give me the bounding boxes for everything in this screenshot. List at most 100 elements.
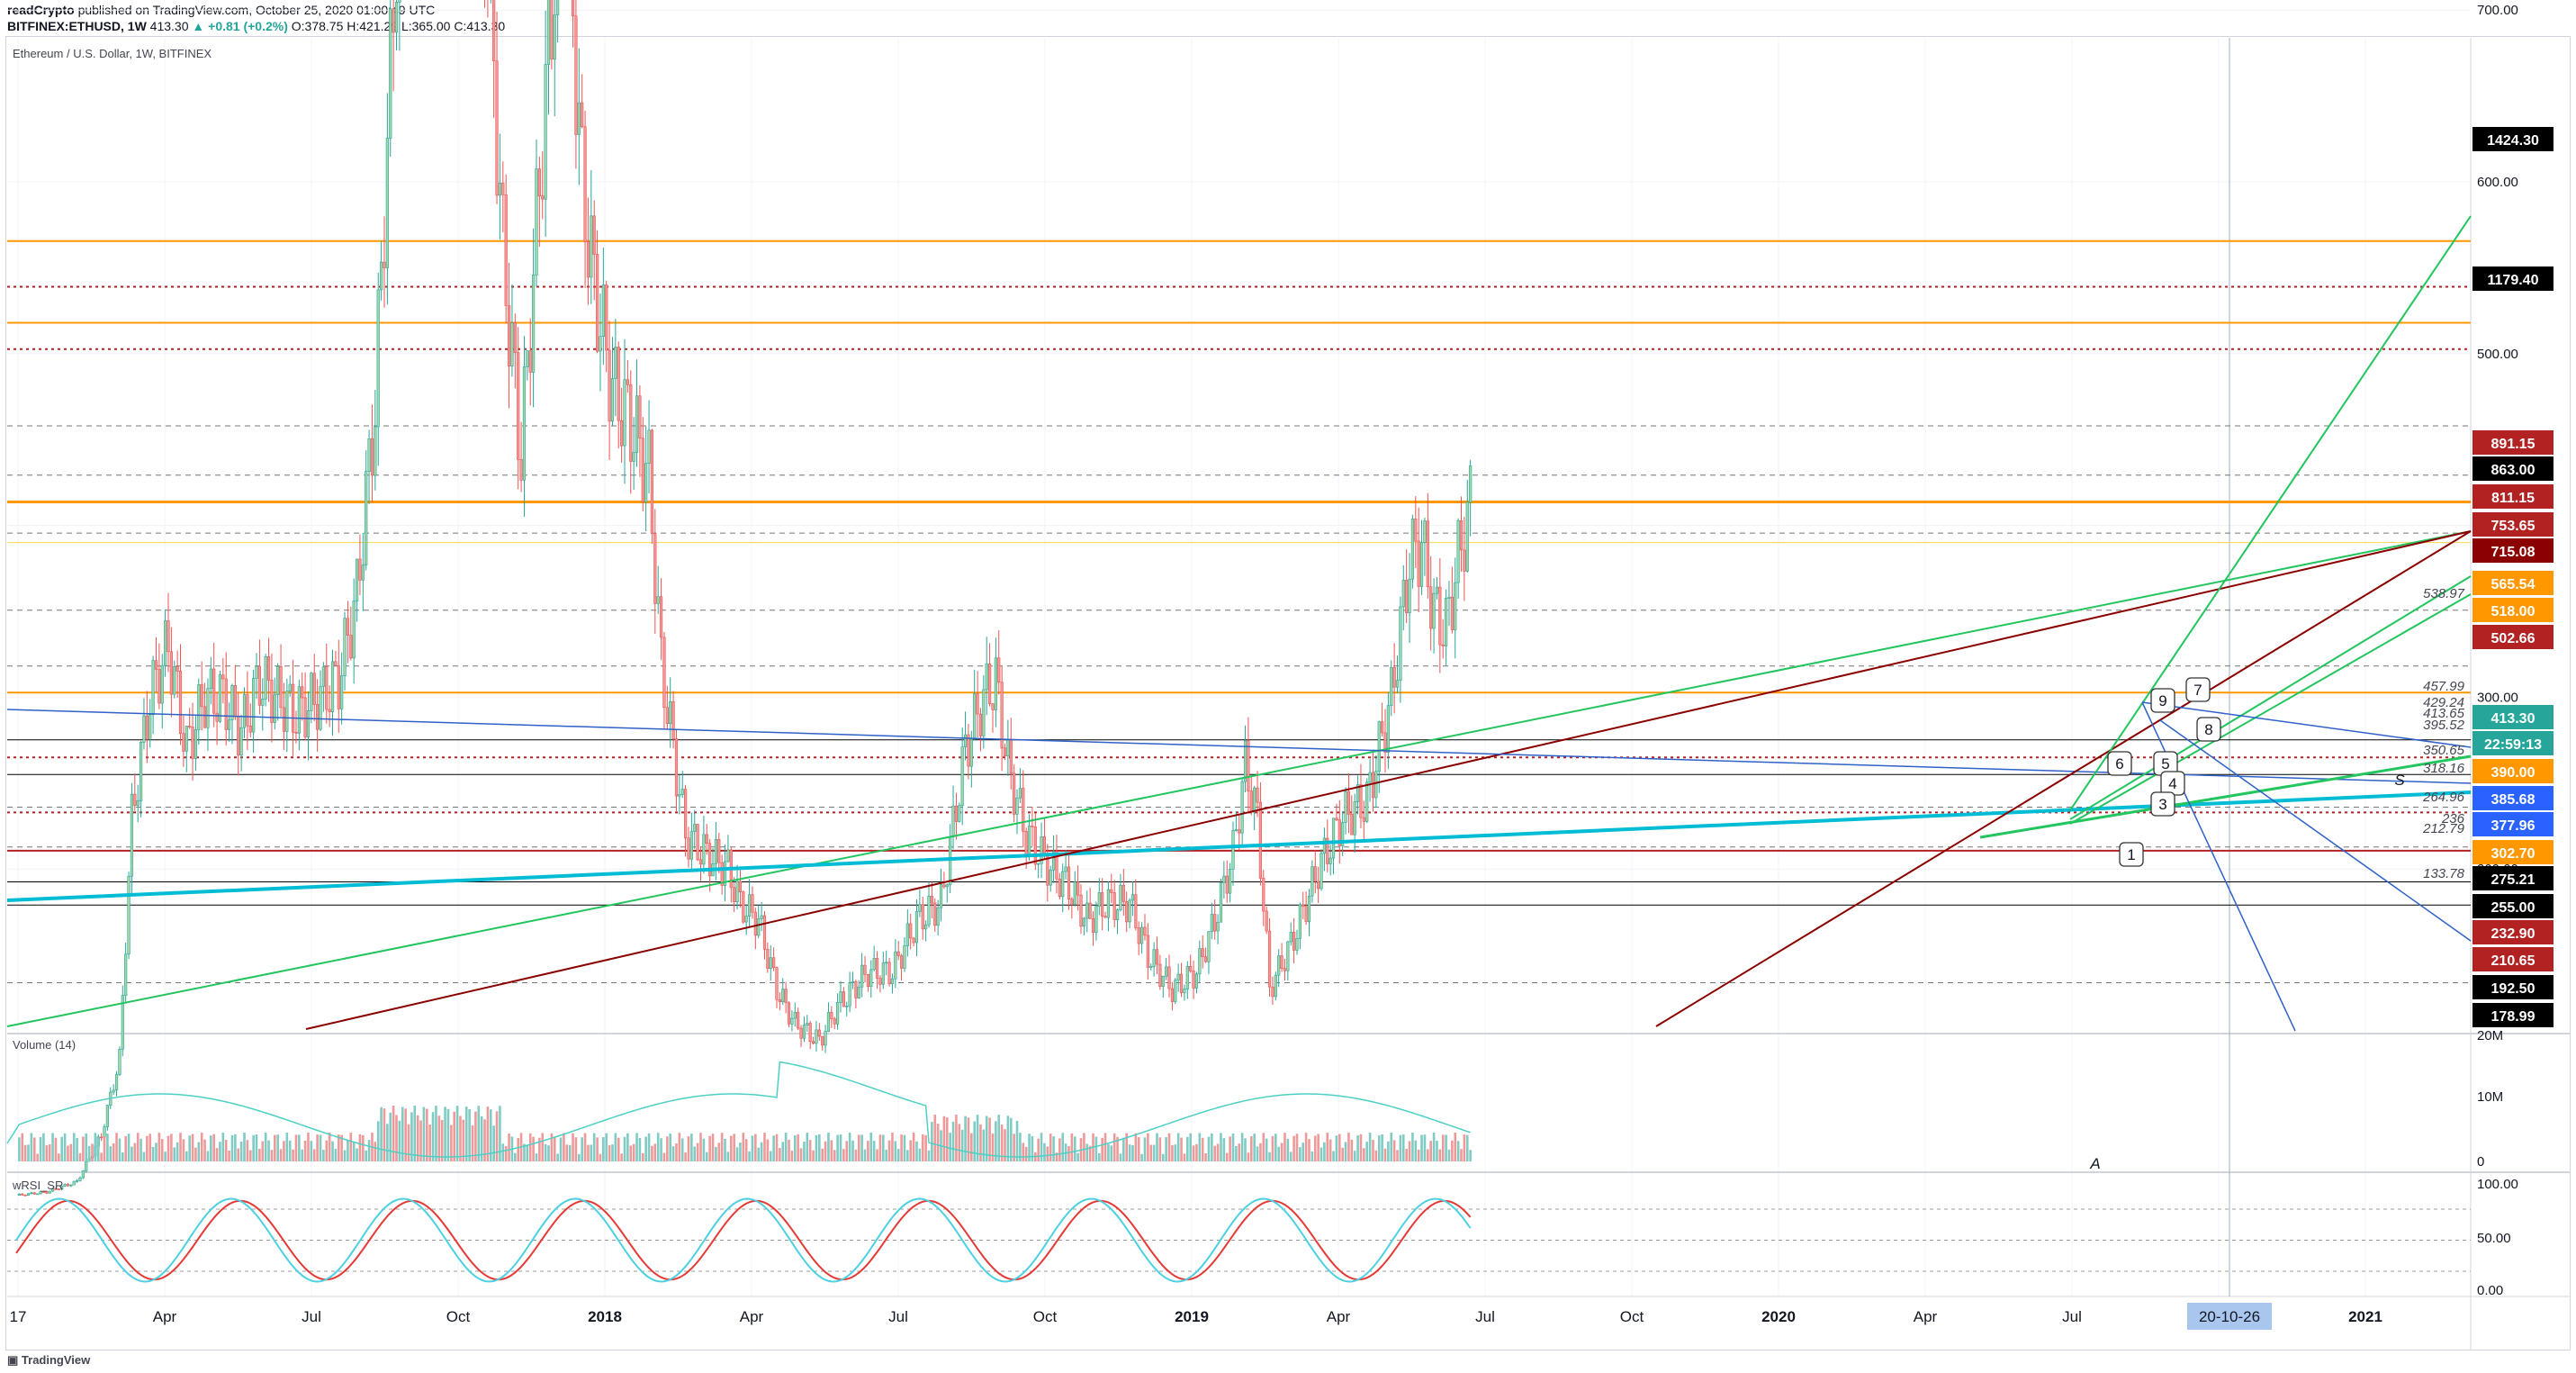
volume-bar: [124, 1136, 127, 1161]
candle-body: [985, 664, 988, 691]
wave-label: 4: [2168, 775, 2176, 792]
candle-body: [1262, 878, 1265, 912]
candle-body: [797, 1012, 800, 1029]
volume-bar: [788, 1139, 790, 1161]
candle-body: [842, 991, 845, 1007]
volume-bar: [757, 1147, 761, 1161]
volume-bar: [912, 1133, 915, 1161]
candle-body: [571, 0, 575, 17]
volume-bar: [1417, 1150, 1420, 1161]
candle-body: [522, 366, 527, 481]
volume-bar: [1156, 1133, 1158, 1161]
candle-body: [914, 911, 919, 944]
volume-bar: [18, 1137, 21, 1161]
volume-bar: [568, 1144, 572, 1161]
volume-bar: [854, 1149, 858, 1161]
volume-bar: [63, 1133, 67, 1161]
wave-label: 1: [2127, 846, 2135, 863]
volume-bar: [492, 1125, 495, 1161]
candle-body: [367, 438, 371, 472]
price-badge: [2472, 1003, 2553, 1027]
candle-body: [1381, 721, 1384, 734]
volume-bar: [1097, 1152, 1101, 1161]
volume-bar: [824, 1141, 827, 1161]
price-badge: [2472, 484, 2553, 509]
wave-label: 7: [2193, 682, 2202, 699]
candle-body: [790, 1017, 794, 1025]
price-badge-label: 232.90: [2491, 926, 2535, 942]
volume-bar: [288, 1140, 292, 1161]
volume-bar: [1408, 1141, 1411, 1161]
candle-body: [1203, 956, 1208, 962]
time-tick: Jul: [888, 1308, 908, 1325]
price-badge: [2472, 538, 2553, 563]
candle-body: [1320, 853, 1323, 890]
volume-bar: [72, 1133, 76, 1161]
tradingview-logo[interactable]: ▣ TradingView: [7, 1353, 90, 1368]
price-badge-label: 178.99: [2491, 1009, 2535, 1025]
candle-body: [1134, 894, 1138, 928]
time-axis[interactable]: 17 Apr Jul Oct 2018 Apr Jul Oct 2019 Apr Jul Oct 202…: [10, 1303, 2382, 1330]
candle-body: [1194, 973, 1199, 989]
price-badge-label: 1179.40: [2488, 273, 2539, 288]
wave-label: 5: [2161, 755, 2169, 772]
candle-body: [200, 684, 203, 708]
candle-body: [76, 1180, 79, 1182]
volume-bar: [1083, 1133, 1085, 1161]
volume-bar: [1073, 1136, 1076, 1161]
volume-bar: [1103, 1133, 1107, 1161]
volume-bar: [136, 1133, 140, 1161]
price-badge-label: 210.65: [2491, 953, 2535, 969]
candle-body: [714, 839, 717, 864]
candle-body: [1368, 772, 1372, 783]
volume-bar: [486, 1107, 490, 1161]
volume-bar: [717, 1143, 721, 1161]
candle-body: [1006, 739, 1010, 756]
candle-body: [1258, 801, 1263, 879]
candle-body: [863, 964, 867, 975]
price-badge-label: 863.00: [2491, 463, 2535, 478]
candle-body: [1082, 917, 1085, 927]
candle-body: [142, 715, 146, 743]
candle-body: [994, 657, 997, 710]
volume-bar: [1432, 1133, 1436, 1161]
volume-bar: [715, 1146, 717, 1161]
volume-bar: [599, 1153, 602, 1161]
volume-bar: [1076, 1152, 1079, 1161]
candle-body: [1280, 955, 1283, 970]
level-label: 133.78: [2423, 866, 2465, 881]
candle-body: [197, 684, 201, 730]
candle-body: [365, 471, 368, 565]
candle-body: [1307, 895, 1311, 922]
candle-body: [1000, 682, 1004, 749]
candle-body: [1076, 881, 1080, 896]
wave-badge: [2185, 677, 2211, 702]
candle-body: [958, 805, 961, 822]
candle-body: [905, 923, 909, 946]
candle-body: [1463, 549, 1466, 572]
volume-bar: [565, 1144, 569, 1161]
level-label: 429.24: [2423, 695, 2464, 710]
time-tick: 2020: [1761, 1308, 1796, 1325]
candle-body: [1350, 814, 1354, 836]
candle-body: [1079, 894, 1083, 927]
volume-bar: [1302, 1143, 1305, 1161]
volume-bar: [155, 1143, 158, 1161]
candle-body: [1298, 904, 1302, 939]
candle-body: [696, 824, 699, 861]
candle-body: [757, 918, 761, 936]
candle-body: [638, 395, 642, 439]
candle-body: [185, 726, 188, 752]
candle-body: [733, 887, 736, 902]
candle-body: [1149, 966, 1153, 968]
volume-bar: [133, 1143, 137, 1161]
volume-bar: [1317, 1134, 1320, 1161]
volume-bar: [909, 1140, 913, 1161]
candle-body: [1317, 881, 1320, 890]
candle-body: [969, 738, 973, 767]
grid-lines: [7, 9, 2571, 1350]
candle-body: [967, 734, 970, 767]
candle-body: [1438, 586, 1442, 646]
candle-body: [644, 463, 648, 502]
